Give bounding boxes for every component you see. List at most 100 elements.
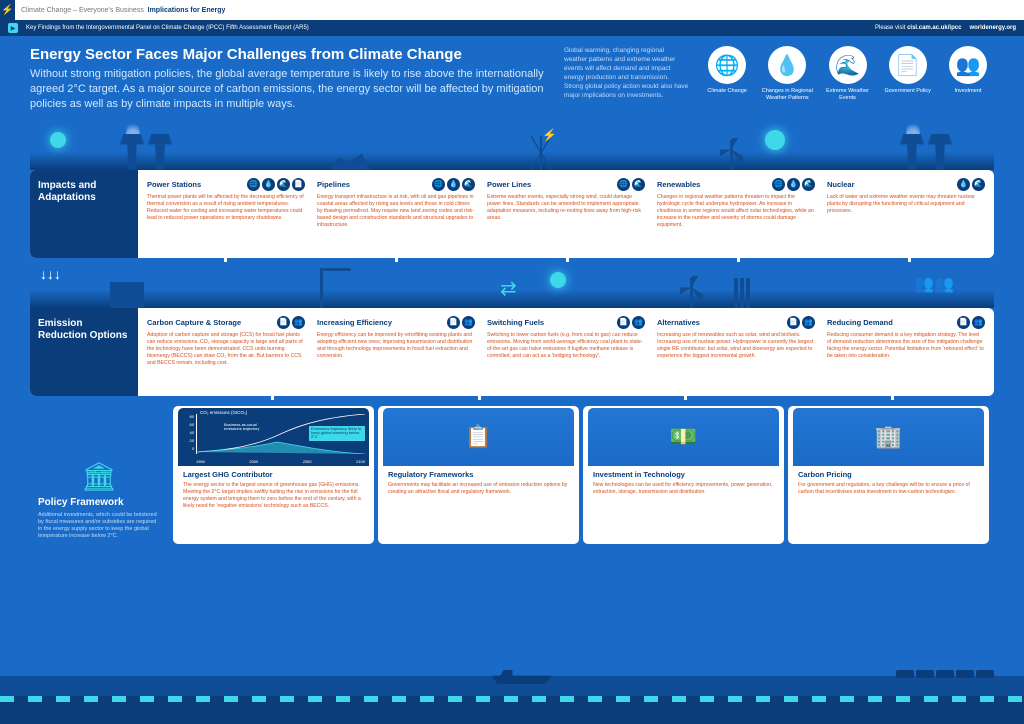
plant-icon — [740, 278, 744, 308]
card: CO₂ emissions (GtCO₂)806040200Business-a… — [173, 406, 374, 544]
arrow-icon: ▶ — [8, 23, 18, 33]
card-badges: 🌐💧🌊📄 — [247, 178, 305, 191]
row1-body: Impacts and Adaptations Power Stations🌐💧… — [30, 170, 994, 258]
card: Pipelines🌐💧🌊Energy transport infrastruct… — [312, 176, 480, 252]
hero-icon-glyph: 🌊 — [829, 46, 867, 84]
badge-icon: 👥 — [292, 316, 305, 329]
card-illustration: 🏢 — [793, 408, 984, 466]
badge-icon: 👥 — [632, 316, 645, 329]
hero-icon-label: Extreme Weather Events — [821, 88, 873, 101]
badge-icon: 💧 — [447, 178, 460, 191]
card-badges: 📄👥 — [617, 316, 645, 329]
hero-icon-item: 📄Government Policy — [882, 46, 934, 112]
hero-icon-item: 🌐Climate Change — [701, 46, 753, 112]
connectors — [138, 254, 994, 262]
card-title: Power Stations — [147, 180, 201, 189]
card-body: New technologies can be used for efficie… — [588, 482, 779, 501]
badge-icon: 👥 — [462, 316, 475, 329]
bau-label: Business-as-usual emissions trajectory — [222, 422, 272, 433]
row3-body: 🏛 Policy Framework Additional investment… — [30, 400, 994, 550]
badge-icon: 🌐 — [617, 178, 630, 191]
wave-pattern — [0, 696, 1024, 702]
card-body: For government and regulators, a key cha… — [793, 482, 984, 501]
bolt-icon: ⚡ — [0, 0, 15, 20]
card: 🏢 Carbon Pricing For government and regula… — [788, 406, 989, 544]
card-badges: 📄👥 — [447, 316, 475, 329]
card-body: Lack of water and extreme weather events… — [827, 194, 985, 215]
card-body: Reducing consumer demand is a key mitiga… — [827, 332, 985, 360]
hero-icon-glyph: 💧 — [768, 46, 806, 84]
card-body: Changes in regional weather patterns thr… — [657, 194, 815, 229]
card-illustration: 💵 — [588, 408, 779, 466]
wave-icon — [330, 150, 370, 170]
badge-icon: 💧 — [957, 178, 970, 191]
hero-icon-label: Changes in Regional Weather Patterns — [761, 88, 813, 101]
card-body: Adoption of carbon capture and storage (… — [147, 332, 305, 367]
badge-icon: 💧 — [262, 178, 275, 191]
card-illustration: 📋 — [383, 408, 574, 466]
crane-icon — [320, 268, 323, 308]
card-body: Energy transport infrastructure is at ri… — [317, 194, 475, 229]
badge-icon: 🌐 — [772, 178, 785, 191]
card-body: Governments may facilitate an increased … — [383, 482, 574, 501]
row2-body: Emission Reduction Options Carbon Captur… — [30, 308, 994, 396]
card-title: Carbon Pricing — [798, 470, 852, 479]
hero-title: Energy Sector Faces Major Challenges fro… — [30, 46, 544, 63]
card-badges: 📄👥 — [277, 316, 305, 329]
hero-icon-item: 🌊 Extreme Weather Events — [821, 46, 873, 112]
card-header: Reducing Demand📄👥 — [827, 316, 985, 329]
row1-cards: Power Stations🌐💧🌊📄Thermal power plants w… — [138, 170, 994, 258]
card-badges: 🌐💧🌊 — [432, 178, 475, 191]
water — [0, 696, 1024, 724]
card-title: Switching Fuels — [487, 318, 544, 327]
card-title: Investment in Technology — [593, 470, 685, 479]
card-body: Switching to lower-carbon fuels (e.g. fr… — [487, 332, 645, 360]
row-policy: 🏛 Policy Framework Additional investment… — [30, 400, 994, 550]
card: Reducing Demand📄👥 Reducing consumer deman… — [822, 314, 990, 390]
hero-icon-glyph: 📄 — [889, 46, 927, 84]
card: Power Stations🌐💧🌊📄Thermal power plants w… — [142, 176, 310, 252]
hero-body: Without strong mitigation policies, the … — [30, 67, 544, 112]
badge-icon: 🌐 — [432, 178, 445, 191]
parthenon-icon: 🏛 — [38, 460, 160, 493]
card-header: Renewables🌐💧🌊 — [657, 178, 815, 191]
card: Switching Fuels 📄👥 Switching to lower-carb… — [482, 314, 650, 390]
card-header: Carbon Capture & Storage📄👥 — [147, 316, 305, 329]
row-impacts: ⚡ Impacts and Adaptations Power Stations… — [30, 124, 994, 258]
hero-icon-row: 🌐Climate Change 💧 Changes in Regional Weat… — [701, 46, 994, 112]
card: Alternatives📄👥Increasing use of renewabl… — [652, 314, 820, 390]
topbar-visit: Please visit cisl.cam.ac.uk/ipcc — [875, 25, 961, 31]
badge-icon: 🌐 — [247, 178, 260, 191]
card-header: Power Stations 🌐💧🌊📄 — [147, 178, 305, 191]
flame-icon — [550, 272, 566, 288]
badge-icon: 📄 — [957, 316, 970, 329]
card-header: Alternatives📄👥 — [657, 316, 815, 329]
card-body: Extreme weather events, especially stron… — [487, 194, 645, 222]
train-icon — [896, 670, 994, 678]
cooling-tower-icon — [120, 134, 144, 170]
card: Power Lines🌐🌊 Extreme weather events, esp… — [482, 176, 650, 252]
card-title: Nuclear — [827, 180, 855, 189]
breadcrumb: Climate Change – Everyone's Business Imp… — [15, 7, 231, 14]
row3-label: Policy Framework — [38, 497, 160, 508]
hero-main: Energy Sector Faces Major Challenges fro… — [30, 46, 544, 112]
hero: Energy Sector Faces Major Challenges fro… — [0, 36, 1024, 120]
topbar-url2: worldenergy.org — [969, 25, 1016, 31]
badge-icon: 🌊 — [632, 178, 645, 191]
card: Increasing Efficiency📄👥Energy efficiency… — [312, 314, 480, 390]
card-header: Largest GHG Contributor — [178, 466, 369, 479]
badge-icon: 📄 — [277, 316, 290, 329]
x-axis: 1950200020502100 — [196, 459, 365, 464]
lightning-icon: ⚡ — [542, 128, 554, 140]
nuclear-tower-icon — [928, 134, 952, 170]
card: Nuclear 💧🌊 Lack of water and extreme weath… — [822, 176, 990, 252]
row3-cards: CO₂ emissions (GtCO₂)806040200Business-a… — [168, 400, 994, 550]
arrows-down-icon: ↓↓↓ — [40, 266, 61, 282]
sun-icon — [50, 132, 66, 148]
badge-icon: 🌊 — [972, 178, 985, 191]
card-header: Power Lines🌐🌊 — [487, 178, 645, 191]
row-emission: ↓↓↓ ⇄ 👥 👥 Emission Reduction Options Carb… — [30, 262, 994, 396]
crane-arm-icon — [323, 268, 351, 271]
swap-icon: ⇄ — [500, 276, 517, 301]
topbar: ▶ Key Findings from the Intergovernmenta… — [0, 20, 1024, 36]
